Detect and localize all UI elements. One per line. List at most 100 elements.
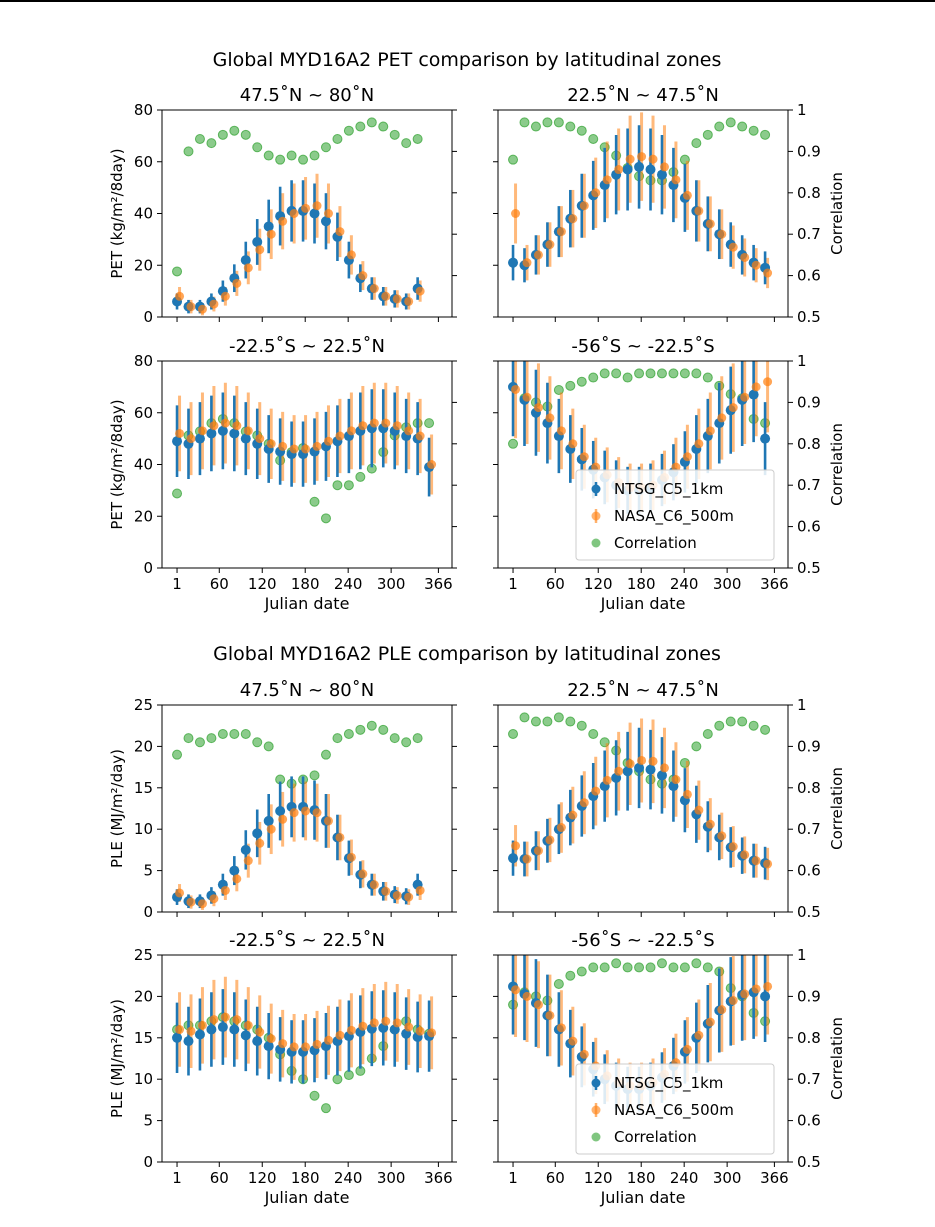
y-tick-label: 25 — [134, 696, 153, 714]
correlation-point — [508, 728, 519, 739]
nasa-point — [728, 996, 738, 1006]
y2-tick-label: 0.8 — [797, 184, 821, 202]
correlation-point — [424, 418, 435, 429]
correlation-point — [183, 733, 194, 744]
x-tick-label: 300 — [713, 1169, 742, 1187]
figure-title: Global MYD16A2 PET comparison by latitud… — [213, 49, 722, 71]
ntsg-point — [760, 433, 771, 444]
nasa-point — [427, 460, 437, 469]
x-tick-label: 366 — [760, 575, 789, 593]
correlation-point — [656, 958, 667, 969]
nasa-point — [209, 894, 219, 904]
nasa-point — [568, 214, 578, 224]
y2-tick-label: 1 — [797, 696, 807, 714]
y-tick-label: 20 — [134, 987, 153, 1005]
x-tick-label: 60 — [210, 1169, 229, 1187]
nasa-point — [381, 1016, 391, 1026]
y2-tick-label: 0.6 — [797, 267, 821, 285]
correlation-point — [263, 741, 274, 752]
nasa-point — [266, 229, 276, 239]
ntsg-point — [240, 844, 251, 855]
correlation-point — [401, 138, 412, 149]
nasa-point — [591, 462, 601, 472]
x-tick-label: 300 — [713, 575, 742, 593]
legend-ntsg-label: NTSG_C5_1km — [614, 480, 723, 499]
nasa-point — [415, 1026, 425, 1036]
nasa-point — [511, 384, 521, 394]
ntsg-point — [508, 853, 519, 864]
nasa-point — [369, 1018, 379, 1028]
legend-box — [575, 469, 775, 561]
nasa-point — [255, 838, 265, 848]
y2-tick-label: 0.7 — [797, 476, 821, 494]
nasa-point — [266, 439, 276, 449]
correlation-point — [725, 117, 736, 128]
correlation-point — [275, 154, 286, 165]
x-axis-label: Julian date — [264, 594, 350, 613]
correlation-point — [588, 728, 599, 739]
ntsg-point — [194, 1029, 205, 1040]
ntsg-point — [194, 433, 205, 444]
nasa-point — [694, 439, 704, 449]
nasa-point — [358, 869, 368, 879]
correlation-point — [737, 121, 748, 132]
legend-correlation-label: Correlation — [614, 534, 697, 552]
y2-tick-label: 0.9 — [797, 393, 821, 411]
correlation-point — [622, 962, 633, 973]
nasa-point — [197, 899, 207, 909]
nasa-point — [323, 816, 333, 826]
ntsg-point — [240, 255, 251, 266]
correlation-point — [622, 372, 633, 383]
nasa-point — [243, 426, 253, 436]
nasa-point — [556, 1023, 566, 1033]
ntsg-point — [634, 762, 645, 773]
nasa-point — [705, 219, 715, 229]
x-tick-label: 1 — [172, 1169, 182, 1187]
axes-frame — [497, 704, 789, 913]
nasa-point — [323, 436, 333, 446]
y2-tick-label: 0.8 — [797, 779, 821, 797]
correlation-point — [366, 720, 377, 731]
ntsg-point — [263, 221, 274, 232]
legend: NTSG_C5_1km NASA_C6_500m Correlation — [575, 469, 775, 561]
x-tick-label: 120 — [248, 575, 277, 593]
ntsg-point — [217, 1022, 228, 1033]
panel-1-top-right: 0.5 0.6 0.7 0.8 0.9 1 Correlation 22.5˚N ~ 47.5… — [493, 680, 846, 921]
nasa-point — [614, 165, 624, 175]
ntsg-point — [252, 1036, 263, 1047]
nasa-point — [346, 852, 356, 862]
x-tick-label: 60 — [546, 1169, 565, 1187]
nasa-point — [415, 431, 425, 441]
x-tick-label: 1 — [172, 575, 182, 593]
nasa-point — [545, 1010, 555, 1020]
y2-axis-label: Correlation — [828, 423, 846, 506]
correlation-point — [530, 716, 541, 727]
nasa-point — [243, 856, 253, 866]
correlation-point — [194, 737, 205, 748]
nasa-point — [511, 209, 521, 218]
nasa-point — [751, 856, 761, 866]
ntsg-point — [760, 991, 771, 1002]
ntsg-point — [229, 865, 240, 876]
y2-tick-label: 0.8 — [797, 435, 821, 453]
correlation-point — [401, 737, 412, 748]
correlation-point — [588, 133, 599, 144]
nasa-point — [614, 766, 624, 776]
nasa-point — [671, 462, 681, 472]
plot-area — [508, 112, 773, 289]
axes-frame — [497, 954, 789, 1163]
nasa-point — [243, 263, 253, 273]
nasa-point — [381, 418, 391, 428]
y2-tick-label: 0.8 — [797, 1029, 821, 1047]
nasa-point — [186, 302, 196, 312]
x-axis-label: Julian date — [600, 1188, 686, 1207]
y2-tick-label: 0.7 — [797, 1070, 821, 1088]
correlation-point — [656, 368, 667, 379]
panel-title: 47.5˚N ~ 80˚N — [240, 680, 374, 701]
correlation-point — [599, 962, 610, 973]
nasa-point — [392, 1018, 402, 1028]
correlation-point — [355, 724, 366, 735]
panel-0-bottom-right: 1 60 120 180 240 300 366 Julian date 0.5 0.6 0.7 0.… — [493, 336, 846, 613]
x-tick-label: 120 — [584, 1169, 613, 1187]
correlation-point — [343, 125, 354, 136]
